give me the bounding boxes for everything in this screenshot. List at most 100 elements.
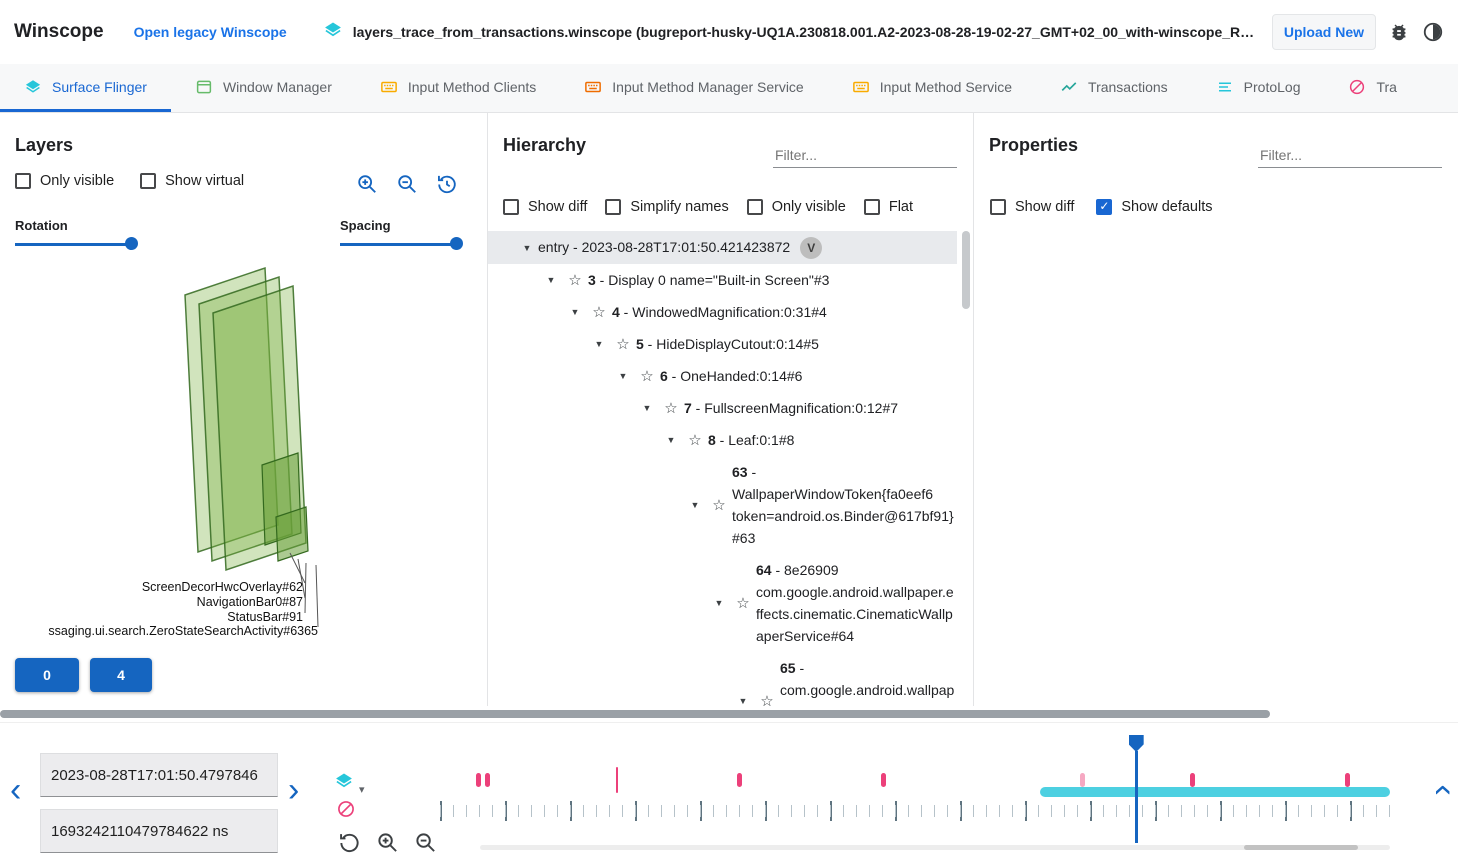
dark-mode-toggle-icon[interactable] (1422, 21, 1444, 43)
chevron-down-icon[interactable]: ▼ (666, 435, 676, 446)
tree-node[interactable]: ▼ ☆ 3 - Display 0 name="Built-in Screen"… (488, 264, 957, 296)
tab-protolog[interactable]: ProtoLog (1192, 64, 1325, 112)
slider-track[interactable] (15, 243, 135, 246)
trace-select-caret-icon[interactable]: ▾ (359, 784, 365, 796)
star-icon[interactable]: ☆ (592, 304, 606, 322)
show-defaults-checkbox[interactable]: Show defaults (1096, 199, 1212, 215)
chevron-down-icon[interactable]: ▼ (570, 307, 580, 318)
zoom-in-icon[interactable] (376, 831, 399, 854)
timeline-event-marker[interactable] (1345, 773, 1351, 787)
scrollbar-thumb[interactable] (962, 231, 970, 309)
show-diff-checkbox[interactable]: Show diff (503, 199, 587, 215)
zoom-out-icon[interactable] (414, 831, 437, 854)
checkbox-box[interactable] (15, 173, 31, 189)
tab-surface-flinger[interactable]: Surface Flinger (0, 64, 171, 112)
tree-node[interactable]: ▼ ☆ 7 - FullscreenMagnification:0:12#7 (488, 392, 957, 424)
slider-track[interactable] (340, 243, 460, 246)
timestamp-ns-field[interactable]: 1693242110479784622 ns (40, 809, 278, 853)
flat-checkbox[interactable]: Flat (863, 199, 913, 215)
reset-zoom-icon[interactable] (436, 173, 458, 195)
timeline-canvas[interactable] (420, 723, 1395, 855)
chevron-down-icon[interactable]: ▼ (522, 242, 532, 253)
checkbox-box[interactable] (503, 199, 519, 215)
checkbox-box[interactable] (140, 173, 157, 189)
tab-input-method-manager-service[interactable]: Input Method Manager Service (560, 64, 827, 112)
tree-node-label: 7 - FullscreenMagnification:0:12#7 (684, 400, 899, 417)
star-icon[interactable]: ☆ (760, 693, 774, 706)
timestamp-human-field[interactable]: 2023-08-28T17:01:50.4797846 (40, 753, 278, 797)
timeline-event-marker[interactable] (1190, 773, 1196, 787)
checkbox-box[interactable] (605, 199, 622, 215)
spacing-slider[interactable] (340, 237, 463, 251)
timeline-selected-range[interactable] (1040, 787, 1391, 797)
chevron-down-icon[interactable]: ▼ (690, 500, 700, 511)
timeline-event-marker[interactable] (881, 773, 887, 787)
timeline-event-marker[interactable] (1080, 773, 1086, 787)
properties-filter-input[interactable] (1258, 143, 1442, 168)
tree-node[interactable]: ▼ ☆ 65 - com.google.android.wallpaper.ef… (488, 652, 957, 706)
show-diff-checkbox[interactable]: Show diff (990, 199, 1074, 215)
star-icon[interactable]: ☆ (568, 272, 582, 290)
tree-node[interactable]: ▼ ☆ 8 - Leaf:0:1#8 (488, 424, 957, 456)
hierarchy-scrollbar[interactable] (962, 231, 970, 696)
panels-horizontal-scrollbar[interactable] (0, 706, 1458, 722)
timeline-cursor[interactable] (1134, 751, 1138, 843)
tab-input-method-clients[interactable]: Input Method Clients (356, 64, 560, 112)
chevron-down-icon[interactable]: ▼ (546, 275, 556, 286)
tree-node[interactable]: ▼ ☆ 4 - WindowedMagnification:0:31#4 (488, 296, 957, 328)
tree-node[interactable]: ▼ ☆ 63 - WallpaperWindowToken{fa0eef6 to… (488, 456, 957, 554)
prev-entry-button[interactable]: ‹ (10, 771, 22, 809)
tree-node-entry[interactable]: ▼ entry - 2023-08-28T17:01:50.421423872 V (488, 231, 957, 265)
tab-input-method-service[interactable]: Input Method Service (828, 64, 1036, 112)
layers-3d-view[interactable]: ScreenDecorHwcOverlay#62 NavigationBar0#… (0, 113, 487, 706)
star-icon[interactable]: ☆ (688, 432, 702, 450)
tree-node[interactable]: ▼ ☆ 64 - 8e26909 com.google.android.wall… (488, 554, 957, 652)
star-icon[interactable]: ☆ (616, 336, 630, 354)
scrollbar-thumb[interactable] (0, 710, 1270, 718)
timeline-event-marker[interactable] (736, 773, 742, 787)
active-trace-layers-icon[interactable] (334, 771, 354, 796)
display-button-0[interactable]: 0 (15, 658, 79, 692)
zoom-out-icon[interactable] (396, 173, 418, 195)
chevron-down-icon[interactable]: ▼ (618, 371, 628, 382)
upload-new-button[interactable]: Upload New (1271, 14, 1376, 50)
tab-window-manager[interactable]: Window Manager (171, 64, 356, 112)
simplify-names-checkbox[interactable]: Simplify names (605, 199, 729, 215)
scrollbar-thumb[interactable] (1244, 845, 1359, 850)
timeline-scrollbar[interactable] (480, 845, 1390, 850)
checkbox-box[interactable] (990, 199, 1006, 215)
only-visible-checkbox[interactable]: Only visible (746, 199, 846, 215)
zoom-in-icon[interactable] (356, 173, 378, 195)
reset-zoom-icon[interactable] (338, 831, 361, 854)
checkbox-box[interactable] (1096, 199, 1113, 215)
expand-timeline-button[interactable]: ‹ (1425, 784, 1458, 795)
chevron-down-icon[interactable]: ▼ (738, 696, 748, 706)
slider-thumb[interactable] (450, 237, 463, 250)
star-icon[interactable]: ☆ (640, 368, 654, 386)
bug-report-icon[interactable] (1388, 21, 1410, 43)
timeline-event-marker[interactable] (475, 773, 481, 787)
display-button-4[interactable]: 4 (90, 658, 152, 692)
open-legacy-link[interactable]: Open legacy Winscope (133, 24, 287, 40)
hierarchy-filter-input[interactable] (773, 143, 957, 168)
rotation-slider[interactable] (15, 237, 138, 251)
disabled-trace-icon[interactable] (336, 799, 356, 824)
tab-transitions[interactable]: Tra (1324, 64, 1420, 112)
tree-node[interactable]: ▼ ☆ 6 - OneHanded:0:14#6 (488, 360, 957, 392)
show-virtual-checkbox[interactable]: Show virtual (140, 173, 244, 189)
only-visible-checkbox[interactable]: Only visible (15, 173, 114, 189)
chevron-down-icon[interactable]: ▼ (642, 403, 652, 414)
checkbox-box[interactable] (863, 199, 880, 215)
timeline-event-marker[interactable] (485, 773, 491, 787)
tab-transactions[interactable]: Transactions (1036, 64, 1192, 112)
star-icon[interactable]: ☆ (736, 595, 750, 613)
star-icon[interactable]: ☆ (712, 497, 726, 515)
star-icon[interactable]: ☆ (664, 400, 678, 418)
slider-thumb[interactable] (125, 237, 138, 250)
chevron-down-icon[interactable]: ▼ (594, 339, 604, 350)
timeline-event-marker[interactable] (615, 767, 618, 793)
next-entry-button[interactable]: › (288, 771, 300, 809)
chevron-down-icon[interactable]: ▼ (714, 598, 724, 609)
tree-node[interactable]: ▼ ☆ 5 - HideDisplayCutout:0:14#5 (488, 328, 957, 360)
checkbox-box[interactable] (746, 199, 763, 215)
